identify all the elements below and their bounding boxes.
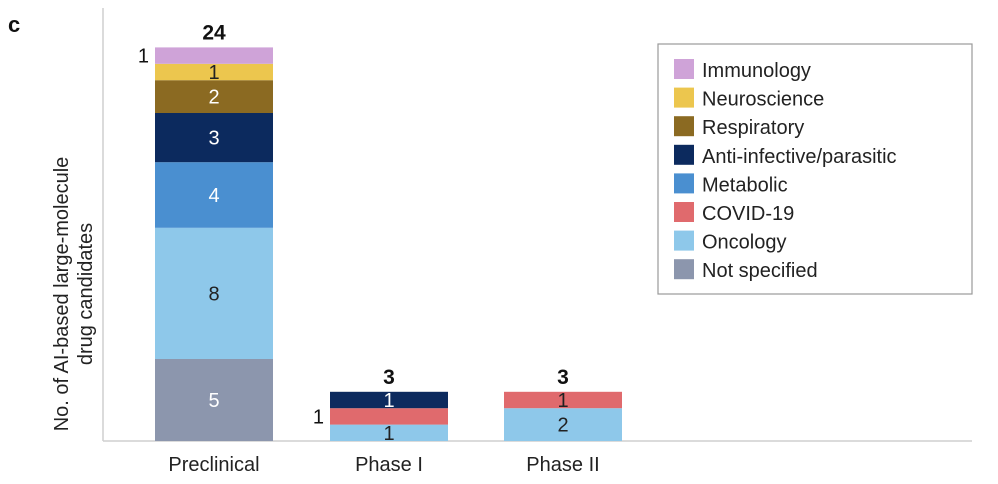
legend-label-anti-infective-parasitic: Anti-infective/parasitic [702,146,897,168]
segment-phase-ii-covid-19 [504,391,622,409]
legend-swatch-neuroscience [674,87,694,108]
segment-preclinical-neuroscience [155,63,273,81]
data-label-preclinical-respiratory: 2 [208,87,219,109]
data-label-phase-ii-oncology: 2 [557,415,568,437]
legend-item-covid-19: COVID-19 [674,202,794,225]
legend-swatch-respiratory [674,116,694,137]
segment-preclinical-immunology [155,47,273,64]
legend-label-immunology: Immunology [702,60,811,82]
x-tick-label-phase-i: Phase I [355,454,423,476]
legend-swatch-covid-19 [674,202,694,222]
legend-label-metabolic: Metabolic [702,174,788,196]
legend-label-oncology: Oncology [702,232,787,254]
legend-label-neuroscience: Neuroscience [702,89,824,111]
data-label-preclinical-neuroscience: 1 [208,62,219,84]
legend-item-neuroscience: Neuroscience [674,87,824,111]
segment-phase-i-oncology [330,424,448,441]
x-tick-label-preclinical: Preclinical [168,454,259,476]
data-label-phase-i-oncology: 1 [383,423,394,445]
legend: Immunology Neuroscience Respiratory Anti-in… [657,43,973,295]
legend-swatch-metabolic [674,173,694,194]
total-label-preclinical: 24 [202,21,226,44]
legend-swatch-immunology [674,59,694,79]
data-label-phase-i-covid-19: 1 [313,406,324,428]
x-tick-label-phase-ii: Phase II [526,454,599,476]
segment-phase-i-anti-infective-parasitic [330,391,448,409]
data-label-phase-ii-covid-19: 1 [557,390,568,412]
segment-preclinical-not-specified [155,359,273,441]
legend-label-respiratory: Respiratory [702,117,804,139]
bar-phase-ii: 2 13 Phase II [504,366,622,476]
legend-box [657,43,973,295]
bar-preclinical: 5 8 4 3 2 1 1 24 Preclinical [138,21,273,476]
segment-preclinical-oncology [155,227,273,359]
legend-item-respiratory: Respiratory [674,116,804,139]
legend-swatch-anti-infective-parasitic [674,144,694,165]
data-label-preclinical-oncology: 8 [208,283,219,305]
legend-item-immunology: Immunology [674,59,811,82]
data-label-preclinical-not-specified: 5 [208,390,219,412]
data-label-preclinical-immunology: 1 [138,46,149,68]
panel-label: c [8,12,21,37]
legend-label-not-specified: Not specified [702,260,818,282]
legend-swatch-not-specified [674,259,694,280]
legend-item-anti-infective-parasitic: Anti-infective/parasitic [674,144,897,168]
segment-preclinical-metabolic [155,162,273,228]
legend-item-not-specified: Not specified [674,259,818,282]
segment-phase-i-covid-19 [330,408,448,425]
segment-phase-ii-oncology [504,408,622,441]
data-label-preclinical-anti-infective-parasitic: 3 [208,128,219,150]
total-label-phase-ii: 3 [557,366,569,389]
segment-preclinical-respiratory [155,80,273,113]
total-label-phase-i: 3 [383,366,395,389]
legend-swatch-oncology [674,230,694,251]
legend-label-covid-19: COVID-19 [702,203,794,225]
data-label-preclinical-metabolic: 4 [208,185,219,207]
segment-preclinical-anti-infective-parasitic [155,113,273,163]
legend-item-metabolic: Metabolic [674,173,788,196]
data-label-phase-i-anti-infective-parasitic: 1 [383,390,394,412]
legend-item-oncology: Oncology [674,230,787,254]
